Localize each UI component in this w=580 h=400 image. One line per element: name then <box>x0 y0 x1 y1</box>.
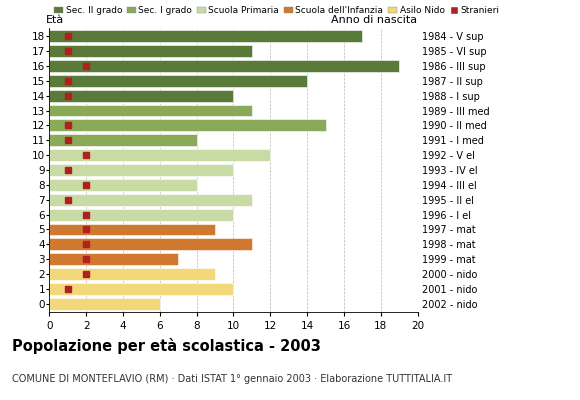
Bar <box>49 75 307 87</box>
Bar <box>49 268 215 280</box>
Bar <box>49 253 178 265</box>
Bar <box>49 283 233 295</box>
Bar <box>49 45 252 57</box>
Bar <box>49 224 215 236</box>
Bar <box>49 164 233 176</box>
Legend: Sec. II grado, Sec. I grado, Scuola Primaria, Scuola dell'Infanzia, Asilo Nido, : Sec. II grado, Sec. I grado, Scuola Prim… <box>54 6 500 15</box>
Bar <box>49 134 197 146</box>
Bar <box>49 298 160 310</box>
Bar <box>49 104 252 116</box>
Bar <box>49 194 252 206</box>
Bar <box>49 60 399 72</box>
Bar <box>49 238 252 250</box>
Bar <box>49 149 270 161</box>
Bar <box>49 120 325 131</box>
Text: COMUNE DI MONTEFLAVIO (RM) · Dati ISTAT 1° gennaio 2003 · Elaborazione TUTTITALI: COMUNE DI MONTEFLAVIO (RM) · Dati ISTAT … <box>12 374 452 384</box>
Text: Età: Età <box>46 15 64 25</box>
Text: Popolazione per età scolastica - 2003: Popolazione per età scolastica - 2003 <box>12 338 321 354</box>
Bar <box>49 90 233 102</box>
Bar <box>49 30 363 42</box>
Bar <box>49 179 197 191</box>
Text: Anno di nascita: Anno di nascita <box>332 15 418 25</box>
Bar <box>49 209 233 220</box>
